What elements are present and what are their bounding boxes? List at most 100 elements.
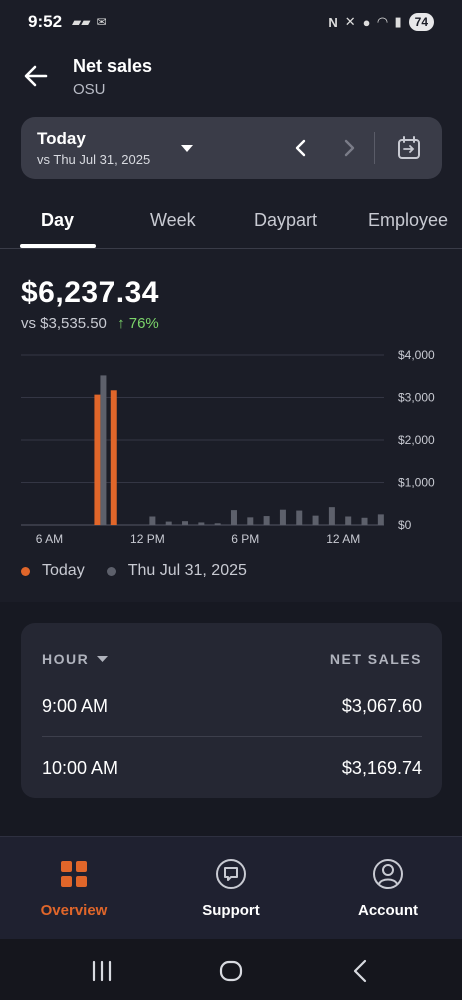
bar-comparison[interactable] bbox=[247, 517, 254, 525]
hour-header-label: HOUR bbox=[42, 651, 90, 667]
wifi-icon: ◠ bbox=[377, 14, 388, 29]
signal-icon: ▰▰ bbox=[72, 15, 91, 29]
bar-today[interactable] bbox=[110, 390, 117, 525]
legend-label-comparison: Thu Jul 31, 2025 bbox=[127, 562, 247, 579]
system-icons: N ✕ ● ◠ ▮ 74 bbox=[328, 13, 434, 31]
caret-down-icon bbox=[181, 145, 193, 152]
compare-date-label: vs Thu Jul 31, 2025 bbox=[37, 152, 151, 167]
bar-comparison[interactable] bbox=[198, 522, 205, 525]
period-tabs: Day Week Daypart Employee bbox=[0, 198, 462, 250]
active-tab-indicator bbox=[20, 244, 96, 248]
bar-comparison[interactable] bbox=[182, 521, 189, 525]
nfc-icon: N bbox=[328, 14, 338, 30]
legend-item-today: Today bbox=[21, 562, 85, 580]
date-label: Today bbox=[37, 129, 86, 148]
back-arrow-icon bbox=[24, 65, 48, 87]
sort-caret-icon bbox=[97, 655, 109, 662]
nav-support[interactable]: Support bbox=[171, 857, 291, 919]
chat-icon bbox=[216, 859, 246, 889]
back-button[interactable] bbox=[22, 62, 50, 90]
x-tick-label: 12 PM bbox=[130, 532, 165, 546]
hour-column-header[interactable]: HOUR bbox=[42, 651, 109, 667]
bar-comparison[interactable] bbox=[296, 510, 303, 525]
bar-comparison[interactable] bbox=[345, 516, 352, 526]
chevron-left-icon bbox=[295, 139, 306, 157]
nav-support-label: Support bbox=[202, 902, 260, 919]
tab-week[interactable]: Week bbox=[150, 210, 196, 230]
y-tick-label: $0 bbox=[398, 518, 412, 532]
chart-legend: Today Thu Jul 31, 2025 bbox=[21, 562, 269, 580]
tab-day[interactable]: Day bbox=[41, 210, 75, 230]
recent-apps-icon[interactable] bbox=[88, 957, 116, 985]
page-title: Net sales bbox=[73, 56, 153, 76]
grid-icon bbox=[61, 861, 87, 887]
row-sales: $3,067.60 bbox=[341, 695, 422, 716]
tab-employee[interactable]: Employee bbox=[368, 210, 449, 230]
change-percent: ↑ 76% bbox=[117, 315, 159, 332]
legend-dot-comparison bbox=[106, 566, 116, 576]
page-subtitle: OSU bbox=[73, 81, 106, 98]
main-background bbox=[0, 0, 462, 602]
back-nav-icon[interactable] bbox=[347, 957, 375, 985]
bar-comparison[interactable] bbox=[149, 516, 156, 526]
bar-comparison[interactable] bbox=[328, 507, 335, 525]
hourly-sales-chart: $4,000 $3,000 $2,000 $1,000 $0 6 AM 12 PM 6 PM 1… bbox=[21, 348, 435, 546]
page-header: Net sales OSU bbox=[0, 50, 462, 110]
row-hour: 9:00 AM bbox=[42, 695, 109, 716]
next-day-button[interactable] bbox=[337, 136, 361, 160]
bar-comparison[interactable] bbox=[361, 517, 368, 525]
y-tick-label: $2,000 bbox=[398, 433, 435, 447]
y-tick-label: $4,000 bbox=[398, 348, 435, 362]
status-time: 9:52 bbox=[28, 12, 63, 31]
comparison-value: vs $3,535.50 bbox=[21, 315, 107, 332]
bar-comparison[interactable] bbox=[377, 514, 384, 525]
tab-daypart[interactable]: Daypart bbox=[254, 210, 318, 230]
row-hour: 10:00 AM bbox=[42, 757, 119, 778]
bar-comparison[interactable] bbox=[263, 516, 270, 525]
status-bar: 9:52 ▰▰ ✉ N ✕ ● ◠ ▮ 74 bbox=[0, 0, 462, 44]
table-row[interactable]: 10:00 AM $3,169.74 bbox=[42, 737, 422, 799]
legend-dot-today bbox=[21, 566, 30, 576]
x-tick-label: 6 PM bbox=[231, 532, 259, 546]
calendar-button[interactable] bbox=[396, 135, 422, 161]
previous-day-button[interactable] bbox=[289, 136, 313, 160]
nav-overview[interactable]: Overview bbox=[14, 857, 134, 919]
legend-item-comparison: Thu Jul 31, 2025 bbox=[106, 562, 247, 580]
bar-comparison[interactable] bbox=[100, 375, 107, 525]
bar-comparison[interactable] bbox=[230, 510, 237, 525]
row-divider bbox=[42, 736, 422, 737]
x-tick-label: 6 AM bbox=[36, 532, 63, 546]
net-sales-column-header: NET SALES bbox=[329, 651, 422, 667]
bar-comparison[interactable] bbox=[312, 515, 319, 525]
date-divider bbox=[374, 132, 375, 164]
calendar-compare-icon bbox=[398, 136, 420, 159]
bar-comparison[interactable] bbox=[165, 521, 172, 525]
bar-comparison[interactable] bbox=[214, 523, 221, 525]
nav-overview-label: Overview bbox=[40, 902, 108, 919]
battery-indicator: 74 bbox=[408, 13, 434, 31]
x-tick-label: 12 AM bbox=[326, 532, 360, 546]
mail-icon: ✉ bbox=[96, 15, 107, 29]
date-selector: Today vs Thu Jul 31, 2025 bbox=[21, 117, 442, 179]
comparison-text: vs $3,535.50 ↑ 76% bbox=[21, 315, 159, 332]
mute-icon: ✕ bbox=[344, 14, 356, 29]
y-tick-label: $3,000 bbox=[398, 391, 435, 405]
legend-label-today: Today bbox=[42, 562, 85, 579]
y-tick-label: $1,000 bbox=[398, 476, 435, 490]
location-icon: ● bbox=[362, 14, 371, 30]
user-icon bbox=[373, 859, 403, 889]
table-row[interactable]: 9:00 AM $3,067.60 bbox=[42, 675, 422, 737]
system-navigation-bar bbox=[0, 939, 462, 1000]
home-icon[interactable] bbox=[217, 957, 245, 985]
row-sales: $3,169.74 bbox=[341, 757, 422, 778]
tabs-divider bbox=[0, 248, 462, 249]
bottom-navigation: Overview Support Account bbox=[0, 836, 462, 939]
hourly-table: HOUR NET SALES 9:00 AM $3,067.60 10:00 A… bbox=[21, 623, 442, 798]
nav-account[interactable]: Account bbox=[328, 857, 448, 919]
chevron-right-icon bbox=[344, 139, 355, 157]
cell-signal-icon: ▮ bbox=[394, 14, 402, 29]
net-sales-total: $6,237.34 bbox=[21, 276, 159, 309]
notification-icons: ▰▰ ✉ bbox=[72, 15, 107, 29]
bar-comparison[interactable] bbox=[279, 509, 286, 525]
bar-today[interactable] bbox=[94, 394, 101, 525]
